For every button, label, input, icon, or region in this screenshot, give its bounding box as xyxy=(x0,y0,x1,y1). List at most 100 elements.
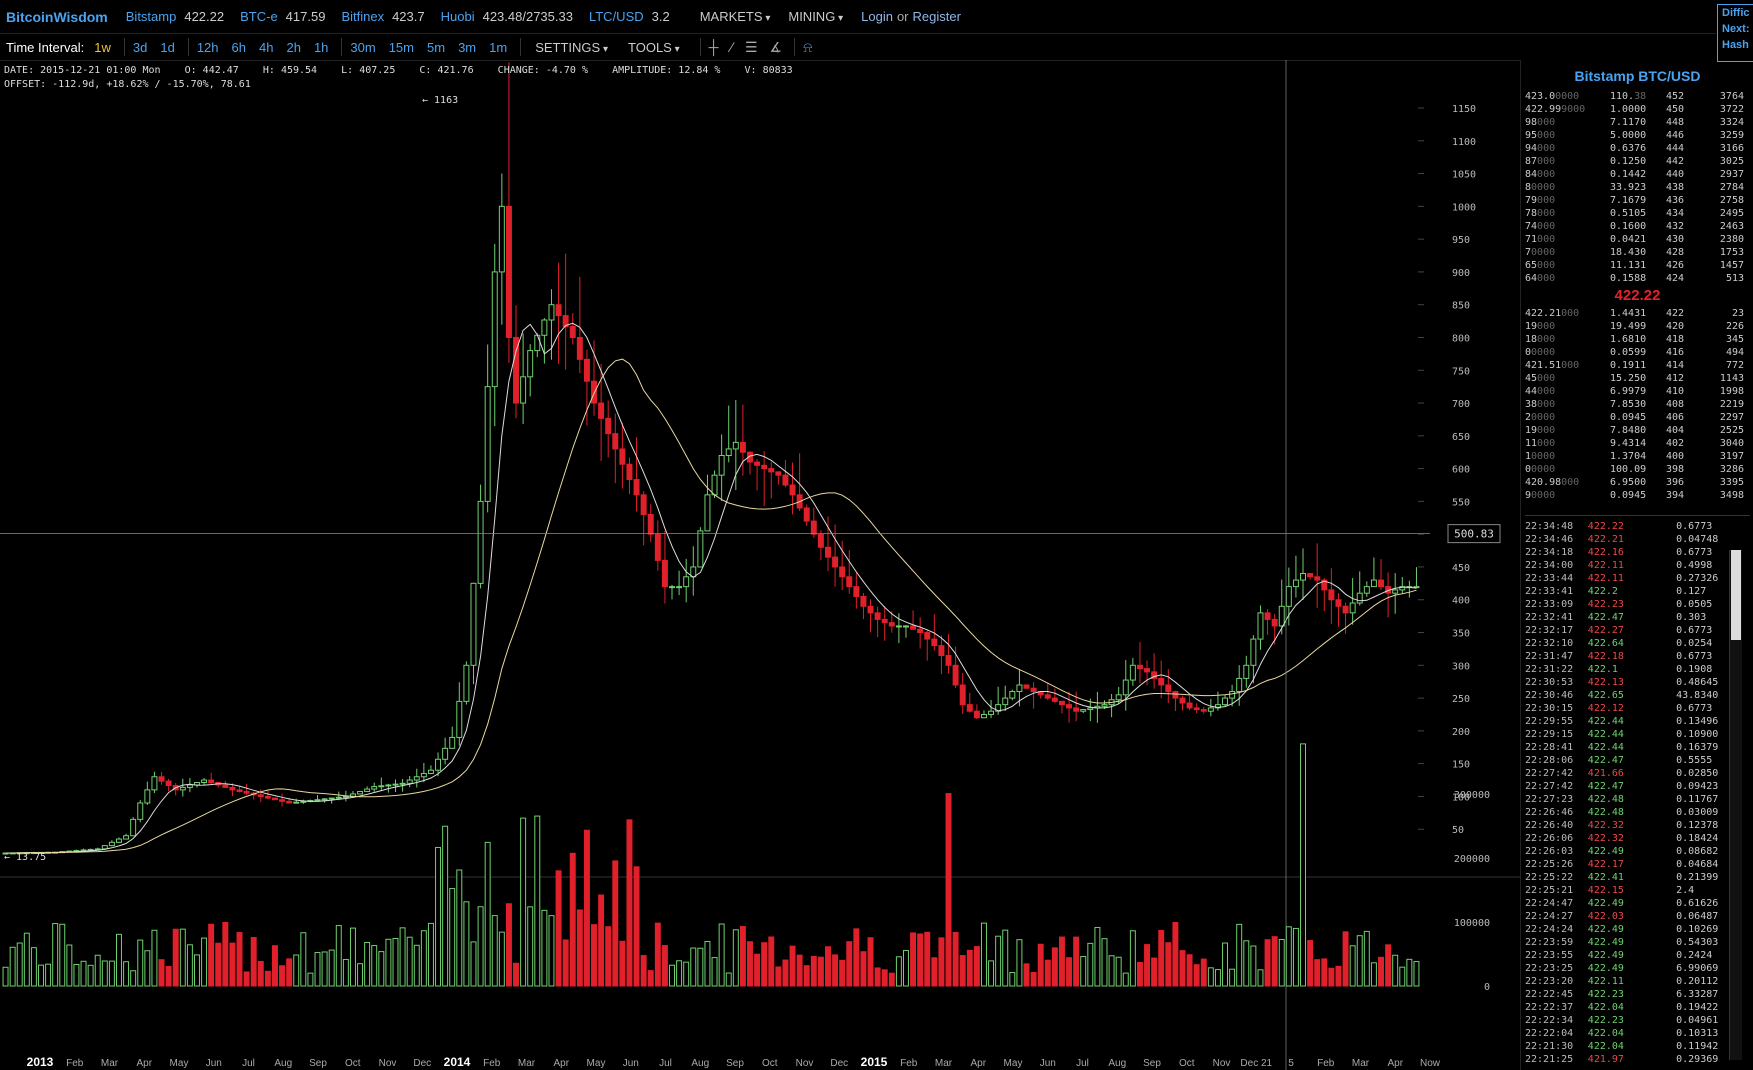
interval-2h[interactable]: 2h xyxy=(286,39,301,55)
volume-bar xyxy=(215,942,222,987)
trade-row: 22:29:15 422.44 0.10900 xyxy=(1525,728,1735,741)
time-axis-label: Jun xyxy=(1040,1058,1056,1069)
exchange-ticker-huobi[interactable]: Huobi 423.48/2735.33 xyxy=(441,9,573,24)
candle-body xyxy=(1356,592,1363,604)
volume-bar xyxy=(1080,956,1087,987)
volume-bar xyxy=(193,954,200,987)
candle-body xyxy=(151,776,158,791)
trade-price: 422.49 xyxy=(1587,924,1624,935)
ob-price-tail: 000 xyxy=(1537,234,1556,245)
trade-row: 22:30:15 422.12 0.6773 xyxy=(1525,702,1735,715)
price-axis-label: 750 xyxy=(1452,366,1470,377)
volume-axis-label: 300000 xyxy=(1454,790,1490,801)
ob-price-main: 1 xyxy=(1525,451,1532,462)
interval-1d[interactable]: 1d xyxy=(160,39,175,55)
ob-price-tail: 000 xyxy=(1537,156,1556,167)
candle-body xyxy=(647,514,654,535)
ob-price-tail: 000 xyxy=(1537,117,1556,128)
volume-bar xyxy=(520,817,527,987)
volume-bar xyxy=(1406,958,1413,987)
or-text: or xyxy=(896,9,909,24)
ob-volume: 11.131 xyxy=(1610,259,1666,272)
horizontal-lines-icon[interactable]: ☰ xyxy=(744,38,758,55)
divider xyxy=(123,38,125,56)
time-axis-label: Mar xyxy=(518,1058,536,1069)
candle-body xyxy=(427,769,434,774)
candle-body xyxy=(718,454,725,476)
volume-bar xyxy=(30,947,37,987)
trade-row: 22:25:26 422.17 0.04684 xyxy=(1525,858,1735,871)
login-link[interactable]: Login xyxy=(861,9,893,24)
exchange-ticker-btce[interactable]: BTC-e 417.59 xyxy=(240,9,325,24)
scrollbar-thumb[interactable] xyxy=(1731,550,1741,640)
ob-volume: 1.6810 xyxy=(1610,333,1666,346)
exchange-name[interactable]: LTC/USD xyxy=(588,9,644,24)
ob-price-main: 44 xyxy=(1525,386,1538,397)
crosshair-icon[interactable]: ┼ xyxy=(708,39,719,55)
brand-logo-link[interactable]: BitcoinWisdom xyxy=(6,8,108,25)
trade-row: 22:21:30 422.04 0.11942 xyxy=(1525,1040,1735,1053)
volume-bar xyxy=(38,964,44,987)
ob-price-main: 95 xyxy=(1525,130,1538,141)
ob-volume-main: 1.6810 xyxy=(1610,334,1647,345)
ob-sum: 3722 xyxy=(1719,104,1744,115)
bell-icon[interactable]: ⍾ xyxy=(803,38,813,55)
candle-body xyxy=(342,795,349,798)
trendline-icon[interactable]: ∕ xyxy=(730,39,733,55)
ob-sum: 1753 xyxy=(1719,247,1744,258)
exchange-name[interactable]: BTC-e xyxy=(240,9,278,24)
volume-axis-label: 200000 xyxy=(1454,854,1490,865)
exchange-ticker-bitstamp[interactable]: Bitstamp 422.22 xyxy=(126,9,224,24)
interval-4h[interactable]: 4h xyxy=(259,39,274,55)
markets-menu[interactable]: MARKETS xyxy=(700,9,771,24)
trades-scrollbar[interactable] xyxy=(1729,550,1742,1060)
ob-price-main: 64 xyxy=(1525,273,1538,284)
interval-6h[interactable]: 6h xyxy=(231,39,246,55)
ob-volume: 0.0599 xyxy=(1610,346,1666,359)
volume-bar xyxy=(1037,943,1044,987)
time-axis-label: Aug xyxy=(274,1058,292,1069)
candle-body xyxy=(704,494,711,532)
exchange-ticker-ltcusd[interactable]: LTC/USD 3.2 xyxy=(589,9,670,24)
exchange-name[interactable]: Bitfinex xyxy=(341,9,385,24)
volume-bar xyxy=(2,966,9,987)
fibonacci-fan-icon[interactable]: ∡ xyxy=(769,38,783,55)
ob-sum: 3498 xyxy=(1719,490,1744,501)
orderbook-row: 98000 7.1170 448 3324 xyxy=(1521,116,1753,129)
register-link[interactable]: Register xyxy=(912,9,961,24)
candle-body xyxy=(1193,707,1200,711)
settings-dropdown[interactable]: SETTINGS xyxy=(535,40,608,55)
trade-price: 422.47 xyxy=(1587,755,1624,766)
interval-30m[interactable]: 30m xyxy=(350,39,376,55)
interval-12h[interactable]: 12h xyxy=(196,39,219,55)
ob-sum: 2758 xyxy=(1719,195,1744,206)
volume-bar xyxy=(208,923,215,987)
interval-15m[interactable]: 15m xyxy=(388,39,414,55)
volume-bar xyxy=(1236,923,1243,987)
interval-1w[interactable]: 1w xyxy=(94,39,111,55)
tools-dropdown[interactable]: TOOLS xyxy=(628,40,680,55)
exchange-name[interactable]: Huobi xyxy=(440,9,475,24)
price-chart[interactable]: 5010015020025030035040045050055060065070… xyxy=(0,60,1520,1070)
interval-1h[interactable]: 1h xyxy=(313,39,329,55)
exchange-name[interactable]: Bitstamp xyxy=(125,9,177,24)
volume-bar xyxy=(1356,935,1363,987)
ob-volume: 5.0000 xyxy=(1610,129,1666,142)
difficulty-box[interactable]: Diffic Next: Hash xyxy=(1717,4,1753,62)
trade-amount: 0.61626 xyxy=(1676,898,1719,909)
candle-body xyxy=(754,461,761,466)
volume-bar xyxy=(1271,936,1278,987)
candle-body xyxy=(470,582,477,666)
exchange-ticker-bitfinex[interactable]: Bitfinex 423.7 xyxy=(341,9,424,24)
ob-volume-main: 1.3704 xyxy=(1610,451,1647,462)
interval-1m[interactable]: 1m xyxy=(489,39,508,55)
interval-3d[interactable]: 3d xyxy=(132,39,148,55)
trade-amount: 0.08682 xyxy=(1676,846,1719,857)
candle-body xyxy=(661,559,668,588)
ob-sum: 226 xyxy=(1725,321,1744,332)
ob-level: 414 xyxy=(1666,360,1685,371)
ob-volume-main: 0.1250 xyxy=(1610,156,1647,167)
interval-3m[interactable]: 3m xyxy=(458,39,477,55)
mining-menu[interactable]: MINING xyxy=(788,9,843,24)
interval-5m[interactable]: 5m xyxy=(427,39,446,55)
